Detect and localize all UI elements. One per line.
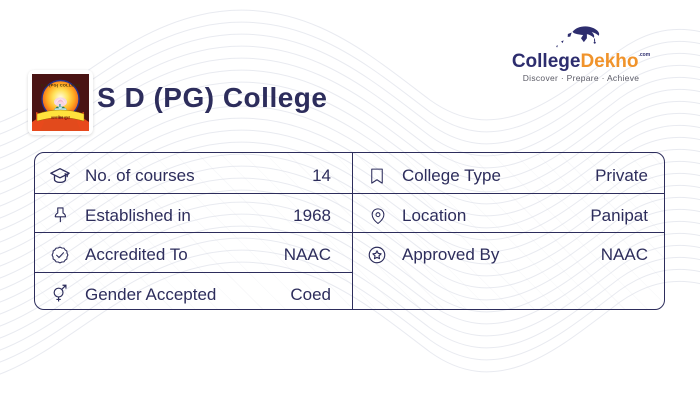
svg-text:S D (PG) COLLEGE: S D (PG) COLLEGE bbox=[41, 83, 81, 88]
